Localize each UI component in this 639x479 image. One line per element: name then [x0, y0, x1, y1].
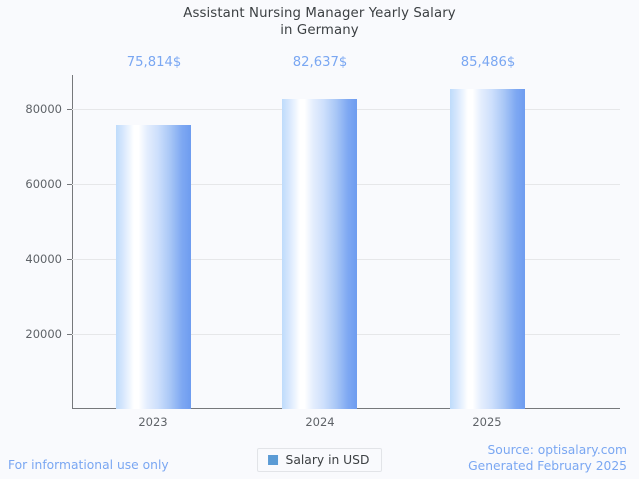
source-text: Source: optisalary.com: [487, 443, 628, 457]
value-label-2023: 75,814$: [126, 55, 182, 70]
source-block: Source: optisalary.com Generated Februar…: [468, 442, 627, 474]
disclaimer-text: For informational use only: [8, 458, 169, 472]
x-tick-label-2025: 2025: [472, 415, 502, 429]
chart-title-line-2: in Germany: [280, 23, 359, 38]
legend-swatch-icon: [267, 455, 278, 465]
value-label-2024: 82,637$: [292, 55, 348, 70]
y-axis-line: [72, 75, 73, 409]
legend-item-label: Salary in USD: [285, 453, 370, 467]
y-tick-label: 40000: [25, 252, 62, 266]
bar-2025[interactable]: [450, 89, 525, 409]
chart-title-line-1: Assistant Nursing Manager Yearly Salary: [183, 6, 456, 21]
generated-text: Generated February 2025: [468, 459, 627, 473]
y-tick-label: 80000: [25, 102, 62, 116]
chart-title: Assistant Nursing Manager Yearly Salary …: [0, 5, 639, 39]
x-tick-label-2023: 2023: [138, 415, 168, 429]
tick-mark: [67, 109, 72, 110]
y-tick-label: 20000: [25, 327, 62, 341]
tick-mark: [67, 334, 72, 335]
tick-mark: [67, 184, 72, 185]
plot-area: 80000 60000 40000 20000: [25, 75, 620, 409]
tick-mark: [67, 259, 72, 260]
bar-2024[interactable]: [282, 99, 357, 409]
y-tick-label: 60000: [25, 177, 62, 191]
bar-2023[interactable]: [116, 125, 191, 409]
value-label-2025: 85,486$: [460, 55, 516, 70]
chart-legend[interactable]: Salary in USD: [256, 448, 383, 472]
x-tick-label-2024: 2024: [305, 415, 335, 429]
